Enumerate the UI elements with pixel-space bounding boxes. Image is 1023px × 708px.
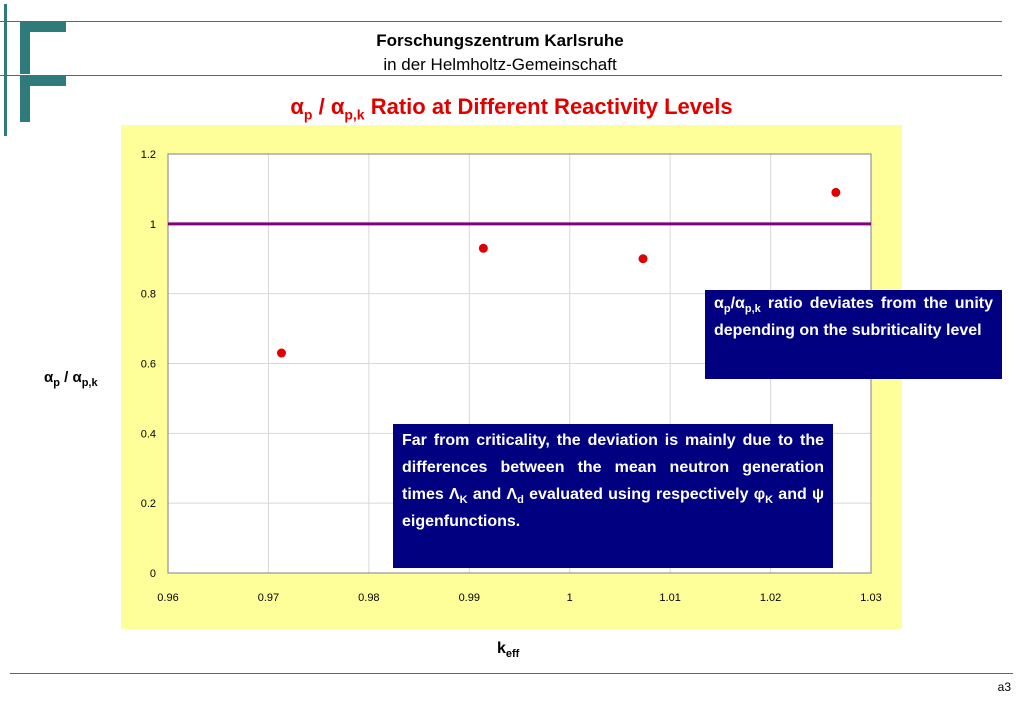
y-tick-label: 0.8 [141, 289, 156, 301]
y-tick-label: 0 [150, 568, 156, 580]
institution-name: Forschungszentrum Karlsruhe [376, 31, 624, 50]
data-point [478, 243, 488, 253]
header-rule-bottom [0, 75, 1002, 76]
data-point [276, 348, 286, 358]
data-point [638, 254, 648, 264]
x-tick-label: 1.03 [860, 592, 881, 604]
fzk-logo [4, 4, 66, 136]
y-tick-label: 1 [150, 219, 156, 231]
x-tick-label: 1 [567, 592, 573, 604]
x-tick-label: 1.01 [659, 592, 680, 604]
x-tick-label: 0.98 [358, 592, 379, 604]
y-tick-label: 1.2 [141, 149, 156, 161]
data-point [831, 187, 841, 197]
y-axis-label: αp / αp,k [44, 369, 98, 389]
institution-subtitle: in der Helmholtz-Gemeinschaft [383, 55, 617, 74]
footer-rule [10, 673, 1013, 674]
x-tick-label: 0.97 [258, 592, 279, 604]
x-tick-label: 1.02 [760, 592, 781, 604]
y-tick-label: 0.6 [141, 359, 156, 371]
x-tick-label: 0.96 [157, 592, 178, 604]
note-criticality-explanation: Far from criticality, the deviation is m… [393, 424, 833, 568]
x-axis-label: keff [497, 640, 520, 661]
header-rule-top [0, 21, 1002, 22]
slide-title: αp / αp,k Ratio at Different Reactivity … [290, 94, 733, 123]
x-tick-label: 0.99 [459, 592, 480, 604]
y-tick-label: 0.4 [141, 428, 156, 440]
note-unity-deviation: αp/αp,k ratio deviates from the unity de… [705, 290, 1002, 379]
y-tick-label: 0.2 [141, 498, 156, 510]
slide-code: a3 [997, 680, 1011, 694]
